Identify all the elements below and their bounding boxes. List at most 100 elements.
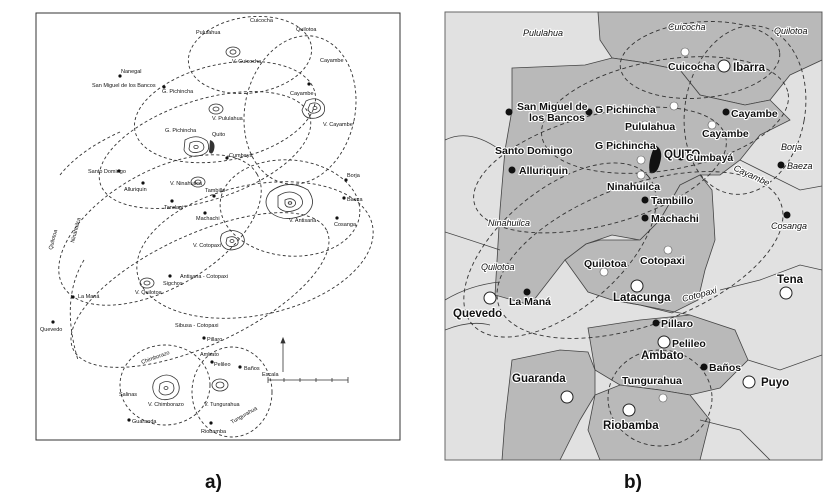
arc-chimborazo — [119, 344, 211, 426]
volcano-quilotoa — [139, 277, 155, 289]
town-nanegal — [118, 74, 122, 78]
label-b-quilotoa-left: Quilotoa — [481, 262, 515, 272]
town-pillaro — [202, 336, 206, 340]
label-escala: Escala — [262, 372, 279, 378]
map-b-provinces — [494, 12, 822, 460]
map-a-labels: Cuicocha Pululahua Quilotoa V. Cuicocha … — [40, 18, 364, 435]
label-b-cumbaya: Cumbayá — [686, 152, 733, 164]
volcano-ninahuilca — [190, 176, 206, 188]
label-b-ambato: Ambato — [641, 350, 684, 362]
map-b-boundaries — [445, 135, 822, 460]
arc-left-top — [59, 131, 121, 176]
volcano-dot-ninahuilca — [636, 170, 646, 180]
label-banos-a: Baños — [244, 366, 260, 372]
label-v-cotopaxi: V. Cotopaxi — [193, 243, 221, 249]
town-b-cosanga — [783, 211, 791, 219]
province-chimborazo — [587, 384, 711, 460]
label-alluriquin-a: Alluriquin — [124, 187, 147, 193]
label-cuicocha-a: Cuicocha — [250, 18, 274, 24]
arc-cuicocha — [187, 15, 313, 95]
label-tambillo-a: Tambillo — [205, 188, 225, 194]
label-g-pichincha-a: G. Pichincha — [165, 128, 197, 134]
capital-ambato — [657, 335, 671, 349]
volcano-dot-cotopaxi — [663, 245, 673, 255]
arc-ninahuilca — [58, 154, 262, 306]
label-b-g-pichincha: G Pichincha — [595, 140, 656, 152]
map-b-volcano-dots — [599, 47, 717, 403]
label-b-cayambe-a: Cayambe — [731, 108, 778, 120]
town-b-pillaro — [652, 319, 660, 327]
volcano-dot-pichincha — [636, 155, 646, 165]
label-ambato-a: Ambato — [200, 352, 219, 358]
label-santo-domingo-a: Santo Domingo — [88, 169, 126, 175]
label-b-guaranda: Guaranda — [512, 373, 566, 385]
city-quito-marker-b — [649, 145, 662, 174]
province-cotopaxi — [564, 174, 716, 314]
label-b-san-miguel-2: los Bancos — [529, 112, 585, 124]
label-b-machachi: Machachi — [651, 213, 699, 225]
town-borja — [344, 178, 348, 182]
volcano-antisana — [265, 184, 313, 219]
arc-antisana — [219, 159, 361, 257]
capital-riobamba — [622, 403, 636, 417]
label-b-cuicocha-top: Cuicocha — [668, 22, 706, 32]
map-b-capitals — [483, 59, 793, 417]
label-quito-a: Quito — [212, 132, 225, 138]
town-cosanga — [335, 216, 339, 220]
capital-guaranda — [560, 390, 574, 404]
label-b-santo-domingo: Santo Domingo — [495, 145, 573, 157]
town-b-machachi — [641, 214, 649, 222]
arc-b-ninahuilca — [463, 162, 657, 338]
label-b-quilotoa-top: Quilotoa — [774, 26, 808, 36]
volcano-cuicocha — [225, 46, 241, 58]
caption-a: a) — [205, 472, 222, 493]
label-b-tena: Tena — [777, 274, 804, 286]
town-cayambe — [307, 82, 311, 86]
label-v-ninahuilca: V. Ninahuilca — [170, 181, 203, 187]
map-a-scale — [267, 336, 349, 383]
label-b-baeza: Baeza — [787, 161, 813, 171]
label-b-pillaro: Pillaro — [661, 318, 693, 330]
label-b-banos: Baños — [709, 362, 741, 374]
label-b-ninahuilca: Ninahuilca — [607, 181, 660, 193]
arc-b-cotopaxi — [496, 171, 784, 339]
label-b-cuicocha: Cuicocha — [668, 61, 715, 73]
label-b-tambillo: Tambillo — [651, 195, 693, 207]
volcano-tungurahua — [211, 378, 229, 392]
town-b-tambillo — [641, 196, 649, 204]
town-riobamba — [209, 421, 213, 425]
label-b-san-miguel-1: San Miguel de — [517, 101, 588, 113]
label-v-pululahua: V. Pululahua — [212, 116, 244, 122]
label-v-antisana: V. Antisana — [289, 218, 317, 224]
town-santo-domingo — [117, 169, 121, 173]
volcano-dot-g-pichincha — [669, 101, 679, 111]
label-b-cosanga: Cosanga — [771, 221, 807, 231]
arc-tungurahua — [191, 346, 273, 438]
capital-puyo — [742, 375, 756, 389]
label-b-pululahua-top: Pululahua — [523, 28, 563, 38]
town-b-alluriquin — [508, 166, 516, 174]
label-b-riobamba: Riobamba — [603, 420, 659, 432]
town-b-cayambe — [722, 108, 730, 116]
arc-pichincha — [98, 91, 312, 209]
label-pululahua-top-a: Pululahua — [196, 30, 221, 36]
label-nanegal: Nanegal — [121, 69, 142, 75]
arc-cayambe — [243, 35, 357, 185]
label-sigchos: Sigchos — [163, 281, 183, 287]
town-b-baeza — [777, 161, 785, 169]
label-b-puyo: Puyo — [761, 377, 789, 389]
map-b: Pululahua Cuicocha Quilotoa Cuicocha Iba… — [444, 11, 823, 461]
label-b-la-mana: La Maná — [509, 296, 551, 308]
label-b-ibarra: Ibarra — [733, 62, 766, 74]
label-guaranda-a: Guaranda — [132, 419, 157, 425]
volcano-dot-quilotoa — [599, 267, 609, 277]
volcano-dot-cayambe — [707, 120, 717, 130]
arc-quilotoa — [70, 212, 330, 368]
arc-b-cuicocha — [619, 21, 781, 99]
town-b-san-miguel — [505, 108, 513, 116]
map-b-towns — [505, 108, 791, 371]
label-cosanga-a: Cosanga — [334, 222, 357, 228]
capital-ibarra — [717, 59, 731, 73]
label-b-borja: Borja — [781, 142, 802, 152]
province-bolivar — [501, 349, 596, 460]
